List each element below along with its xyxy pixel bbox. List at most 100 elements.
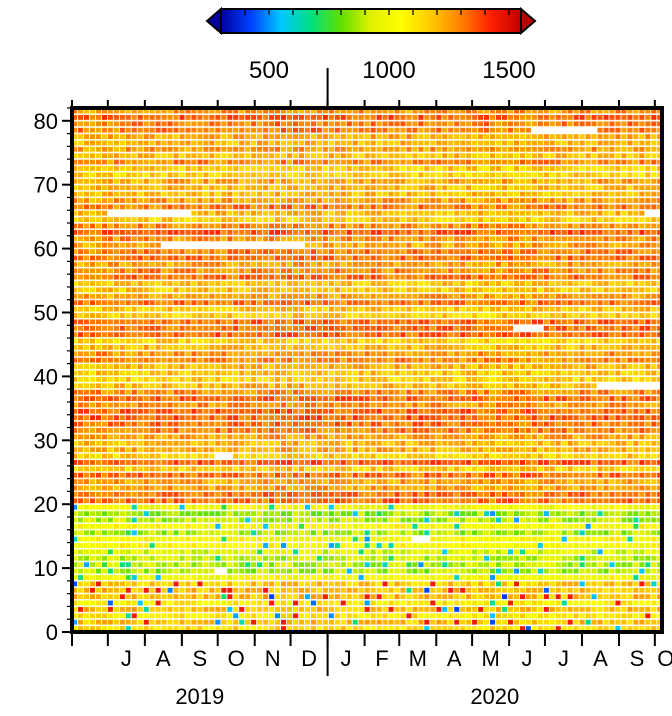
heatmap-cell [621,357,627,363]
heatmap-cell [442,594,448,600]
heatmap-cell [304,440,310,446]
heatmap-cell [645,492,651,497]
heatmap-cell [78,345,84,350]
heatmap-cell [215,562,221,568]
heatmap-cell [78,607,84,612]
heatmap-cell [227,434,233,440]
heatmap-cell [322,587,328,593]
heatmap-cell [448,555,454,561]
heatmap-cell [209,408,215,414]
heatmap-cell [454,492,460,497]
heatmap-cell [328,453,334,459]
heatmap-cell [382,530,388,536]
heatmap-cell [525,594,531,600]
heatmap-cell [119,511,125,516]
heatmap-cell [454,504,460,510]
heatmap-cell [167,325,173,331]
heatmap-cell [107,600,113,606]
heatmap-cell [531,575,537,580]
heatmap-cell [191,306,197,312]
heatmap-cell [430,313,436,318]
heatmap-cell [257,472,263,478]
heatmap-cell [221,626,227,631]
heatmap-cell [287,345,293,350]
heatmap-cell [627,626,633,631]
heatmap-cell [275,626,281,631]
heatmap-cell [400,587,406,593]
heatmap-cell [137,338,143,344]
heatmap-cell [645,581,651,587]
heatmap-cell [543,338,549,344]
heatmap-cell [143,530,149,536]
heatmap-cell [358,313,364,318]
heatmap-cell [651,619,657,625]
heatmap-cell [173,306,179,312]
heatmap-cell [543,447,549,453]
heatmap-cell [191,575,197,580]
heatmap-cell [340,472,346,478]
heatmap-cell [137,370,143,376]
heatmap-cell [185,492,191,497]
heatmap-cell [645,402,651,408]
heatmap-cell [221,619,227,625]
heatmap-cell [537,619,543,625]
heatmap-cell [543,568,549,574]
heatmap-cell [519,389,525,395]
heatmap-cell [143,555,149,561]
heatmap-cell [131,479,137,484]
heatmap-cell [525,524,531,529]
heatmap-cell [603,434,609,440]
heatmap-cell [567,421,573,427]
heatmap-cell [490,498,496,504]
heatmap-cell [287,543,293,548]
heatmap-cell [525,383,531,389]
heatmap-cell [496,536,502,542]
heatmap-cell [293,562,299,568]
heatmap-cell [645,472,651,478]
heatmap-cell [436,536,442,542]
heatmap-cell [269,396,275,401]
heatmap-cell [585,421,591,427]
heatmap-cell [448,377,454,382]
heatmap-cell [78,434,84,440]
heatmap-cell [161,357,167,363]
heatmap-cell [573,396,579,401]
heatmap-cell [507,351,513,357]
heatmap-cell [155,428,161,433]
heatmap-cell [78,575,84,580]
heatmap-cell [340,498,346,504]
heatmap-cell [621,351,627,357]
heatmap-cell [603,332,609,338]
heatmap-cell [490,408,496,414]
heatmap-cell [579,319,585,325]
heatmap-cell [113,581,119,587]
heatmap-cell [155,466,161,472]
heatmap-cell [639,408,645,414]
heatmap-cell [513,568,519,574]
heatmap-cell [406,389,412,395]
heatmap-cell [310,447,316,453]
heatmap-cell [496,370,502,376]
heatmap-cell [233,460,239,465]
heatmap-cell [161,485,167,491]
heatmap-cell [197,447,203,453]
heatmap-cell [543,555,549,561]
heatmap-cell [221,587,227,593]
heatmap-cell [352,389,358,395]
heatmap-cell [490,524,496,529]
heatmap-cell [436,453,442,459]
heatmap-cell [137,447,143,453]
heatmap-cell [215,479,221,484]
heatmap-cell [591,364,597,369]
heatmap-cell [454,543,460,548]
heatmap-cell [233,351,239,357]
heatmap-cell [233,479,239,484]
heatmap-cell [454,575,460,580]
heatmap-cell [83,543,89,548]
heatmap-cell [107,421,113,427]
heatmap-cell [209,594,215,600]
heatmap-cell [621,415,627,421]
heatmap-cell [478,619,484,625]
heatmap-cell [203,607,209,612]
heatmap-cell [412,408,418,414]
